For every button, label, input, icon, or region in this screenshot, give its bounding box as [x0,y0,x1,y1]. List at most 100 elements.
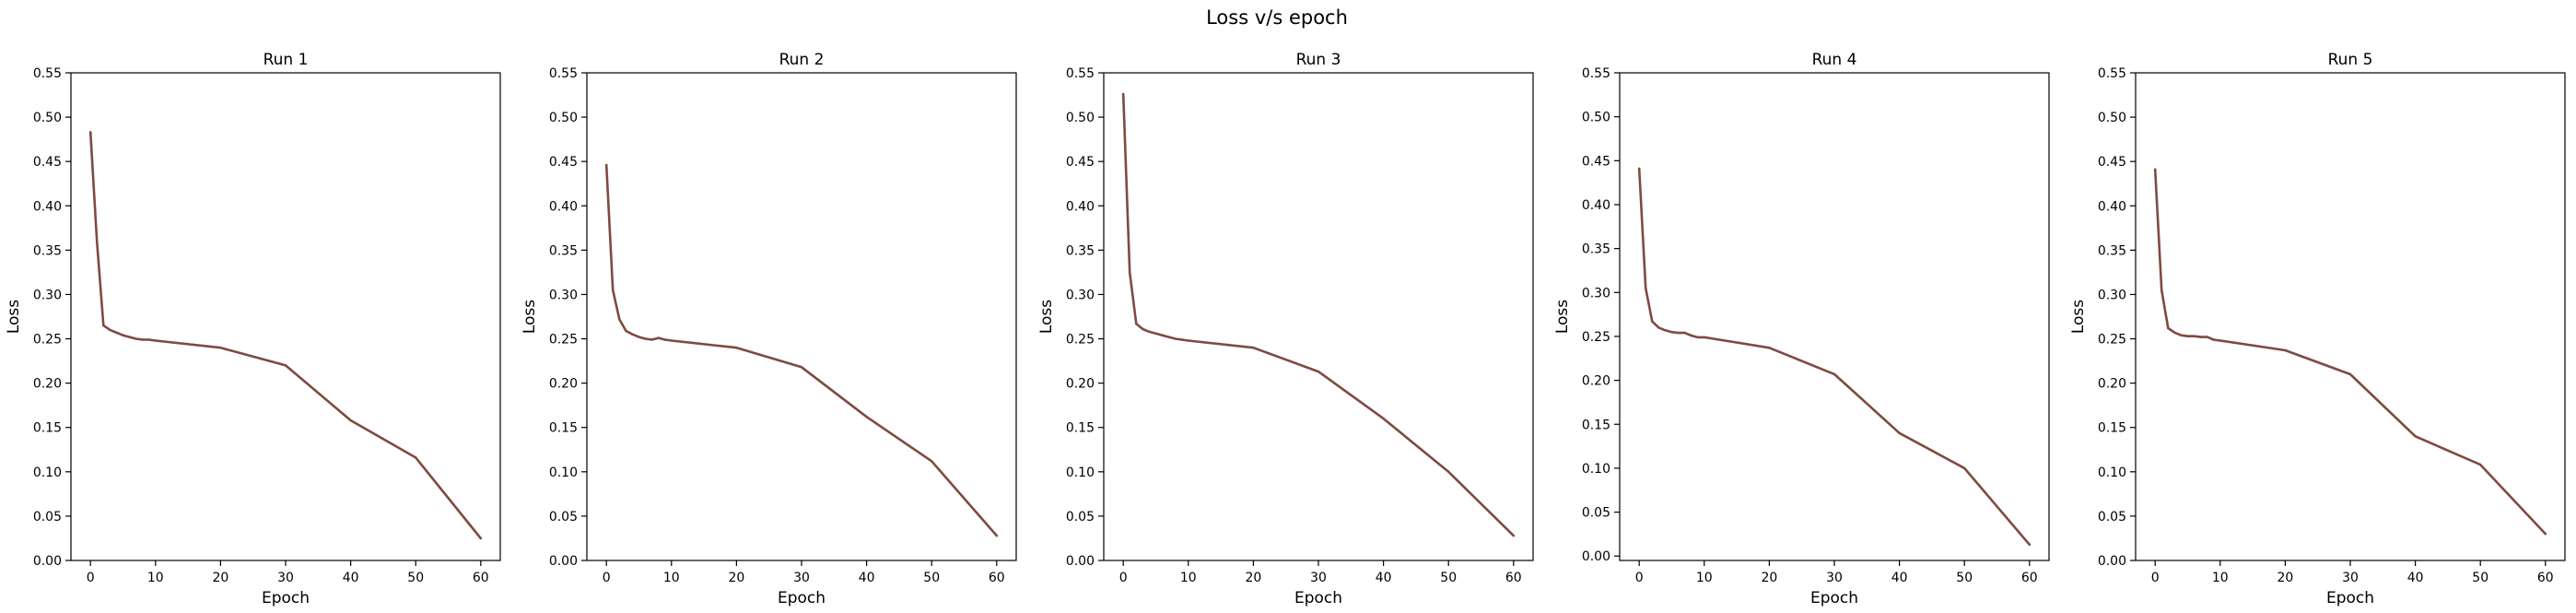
y-tick-label: 0.40 [33,199,62,214]
y-tick-label: 0.35 [2098,243,2126,258]
y-tick-label: 0.40 [2098,199,2126,214]
loss-point [349,418,352,422]
loss-point [618,318,621,321]
y-tick-label: 0.40 [1582,198,1610,213]
loss-point [1317,370,1320,373]
loss-point [800,366,803,369]
x-tick-label: 10 [147,571,164,585]
y-axis-label: Loss [1037,300,1056,334]
loss-point [865,415,868,418]
y-tick-label: 0.30 [1582,286,1610,301]
x-axis-label: Epoch [1294,589,1342,607]
x-tick-label: 30 [2342,571,2359,585]
loss-line [2153,168,2547,536]
subplot-title: Run 3 [1296,51,1341,69]
loss-point [1167,336,1170,338]
loss-point [2180,334,2183,336]
y-tick-label: 0.00 [33,554,62,569]
loss-point [1148,330,1151,334]
loss-point [638,336,640,338]
x-tick-label: 0 [87,571,95,585]
loss-point [1252,346,1255,349]
loss-point [135,337,137,340]
y-axis-label: Loss [5,300,23,334]
loss-line [1637,167,2032,547]
loss-point [1768,347,1771,349]
loss-point [735,346,738,349]
x-tick-label: 50 [1956,571,1973,585]
loss-point [644,337,647,340]
y-tick-label: 0.45 [33,155,62,170]
loss-point [2479,463,2482,466]
x-axis-label: Epoch [1810,589,1858,607]
y-tick-label: 0.00 [1582,549,1610,564]
loss-point [625,329,627,333]
x-tick-label: 40 [1376,571,1392,585]
loss-line [88,131,483,540]
x-tick-label: 30 [1826,571,1843,585]
y-tick-label: 0.20 [549,377,578,392]
loss-point [1512,534,1516,537]
x-tick-label: 20 [2277,571,2293,585]
loss-point [2219,339,2221,342]
y-tick-label: 0.30 [549,288,578,302]
loss-point [1174,337,1177,340]
plot-frame [70,72,501,561]
loss-point [1664,329,1667,332]
y-tick-label: 0.55 [549,66,578,81]
y-tick-label: 0.20 [1066,377,1095,392]
y-tick-label: 0.05 [1066,510,1095,525]
x-tick-label: 0 [603,571,611,585]
y-tick-label: 0.15 [549,421,578,436]
y-tick-label: 0.40 [1066,199,1095,214]
loss-point [2153,168,2157,171]
x-tick-label: 0 [1119,571,1128,585]
x-tick-label: 30 [793,571,810,585]
y-tick-label: 0.15 [33,421,62,436]
loss-point [1683,331,1686,335]
y-tick-label: 0.15 [2098,421,2126,436]
loss-point [102,324,105,327]
subplot-title: Run 2 [779,51,825,69]
y-tick-label: 0.55 [1582,66,1610,81]
loss-point [1161,334,1164,336]
y-tick-label: 0.25 [2098,333,2126,348]
x-tick-label: 30 [277,571,294,585]
y-tick-label: 0.30 [33,288,62,302]
y-tick-label: 0.40 [549,199,578,214]
loss-point [670,339,673,342]
subplot-title: Run 4 [1812,51,1857,69]
x-tick-label: 20 [1245,571,1261,585]
x-tick-label: 10 [1696,571,1713,585]
x-tick-label: 50 [407,571,424,585]
loss-point [657,336,660,339]
loss-point [663,338,666,341]
x-tick-label: 0 [1635,571,1644,585]
figure-suptitle: Loss v/s epoch [1206,6,1348,29]
y-axis-label: Loss [521,300,539,334]
loss-point [931,460,933,463]
loss-point [2348,372,2352,376]
y-tick-label: 0.15 [1582,418,1610,432]
x-tick-label: 20 [728,571,744,585]
y-tick-label: 0.10 [549,466,578,480]
loss-point [1677,331,1680,335]
plot-frame [2135,72,2566,561]
x-axis-label: Epoch [262,589,310,607]
loss-point [1651,320,1654,323]
y-tick-label: 0.45 [2098,155,2126,170]
x-tick-label: 60 [473,571,489,585]
y-axis-label: Loss [1553,300,1572,334]
loss-point [650,338,653,341]
subplot-5: Run 5 0.00 0.05 0.10 0.15 0.20 0.25 0.30 0.35 0.4… [2069,51,2566,607]
loss-point [631,333,634,336]
y-tick-label: 0.05 [33,510,62,525]
y-tick-label: 0.00 [2098,554,2126,569]
y-tick-label: 0.55 [1066,66,1095,81]
loss-point [284,364,287,367]
loss-point [1180,338,1183,341]
x-tick-label: 50 [2472,571,2488,585]
loss-point [1670,330,1673,334]
loss-point [147,338,150,341]
loss-point [1135,322,1138,325]
